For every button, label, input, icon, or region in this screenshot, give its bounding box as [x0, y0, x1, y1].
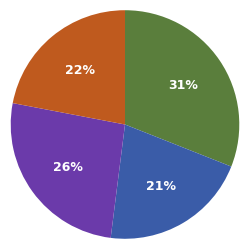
Text: 31%: 31%	[169, 79, 198, 92]
Text: 22%: 22%	[65, 64, 95, 77]
Wedge shape	[13, 11, 125, 125]
Wedge shape	[11, 104, 125, 238]
Text: 26%: 26%	[53, 160, 82, 173]
Text: 21%: 21%	[146, 179, 176, 192]
Wedge shape	[125, 11, 239, 167]
Wedge shape	[111, 125, 231, 239]
